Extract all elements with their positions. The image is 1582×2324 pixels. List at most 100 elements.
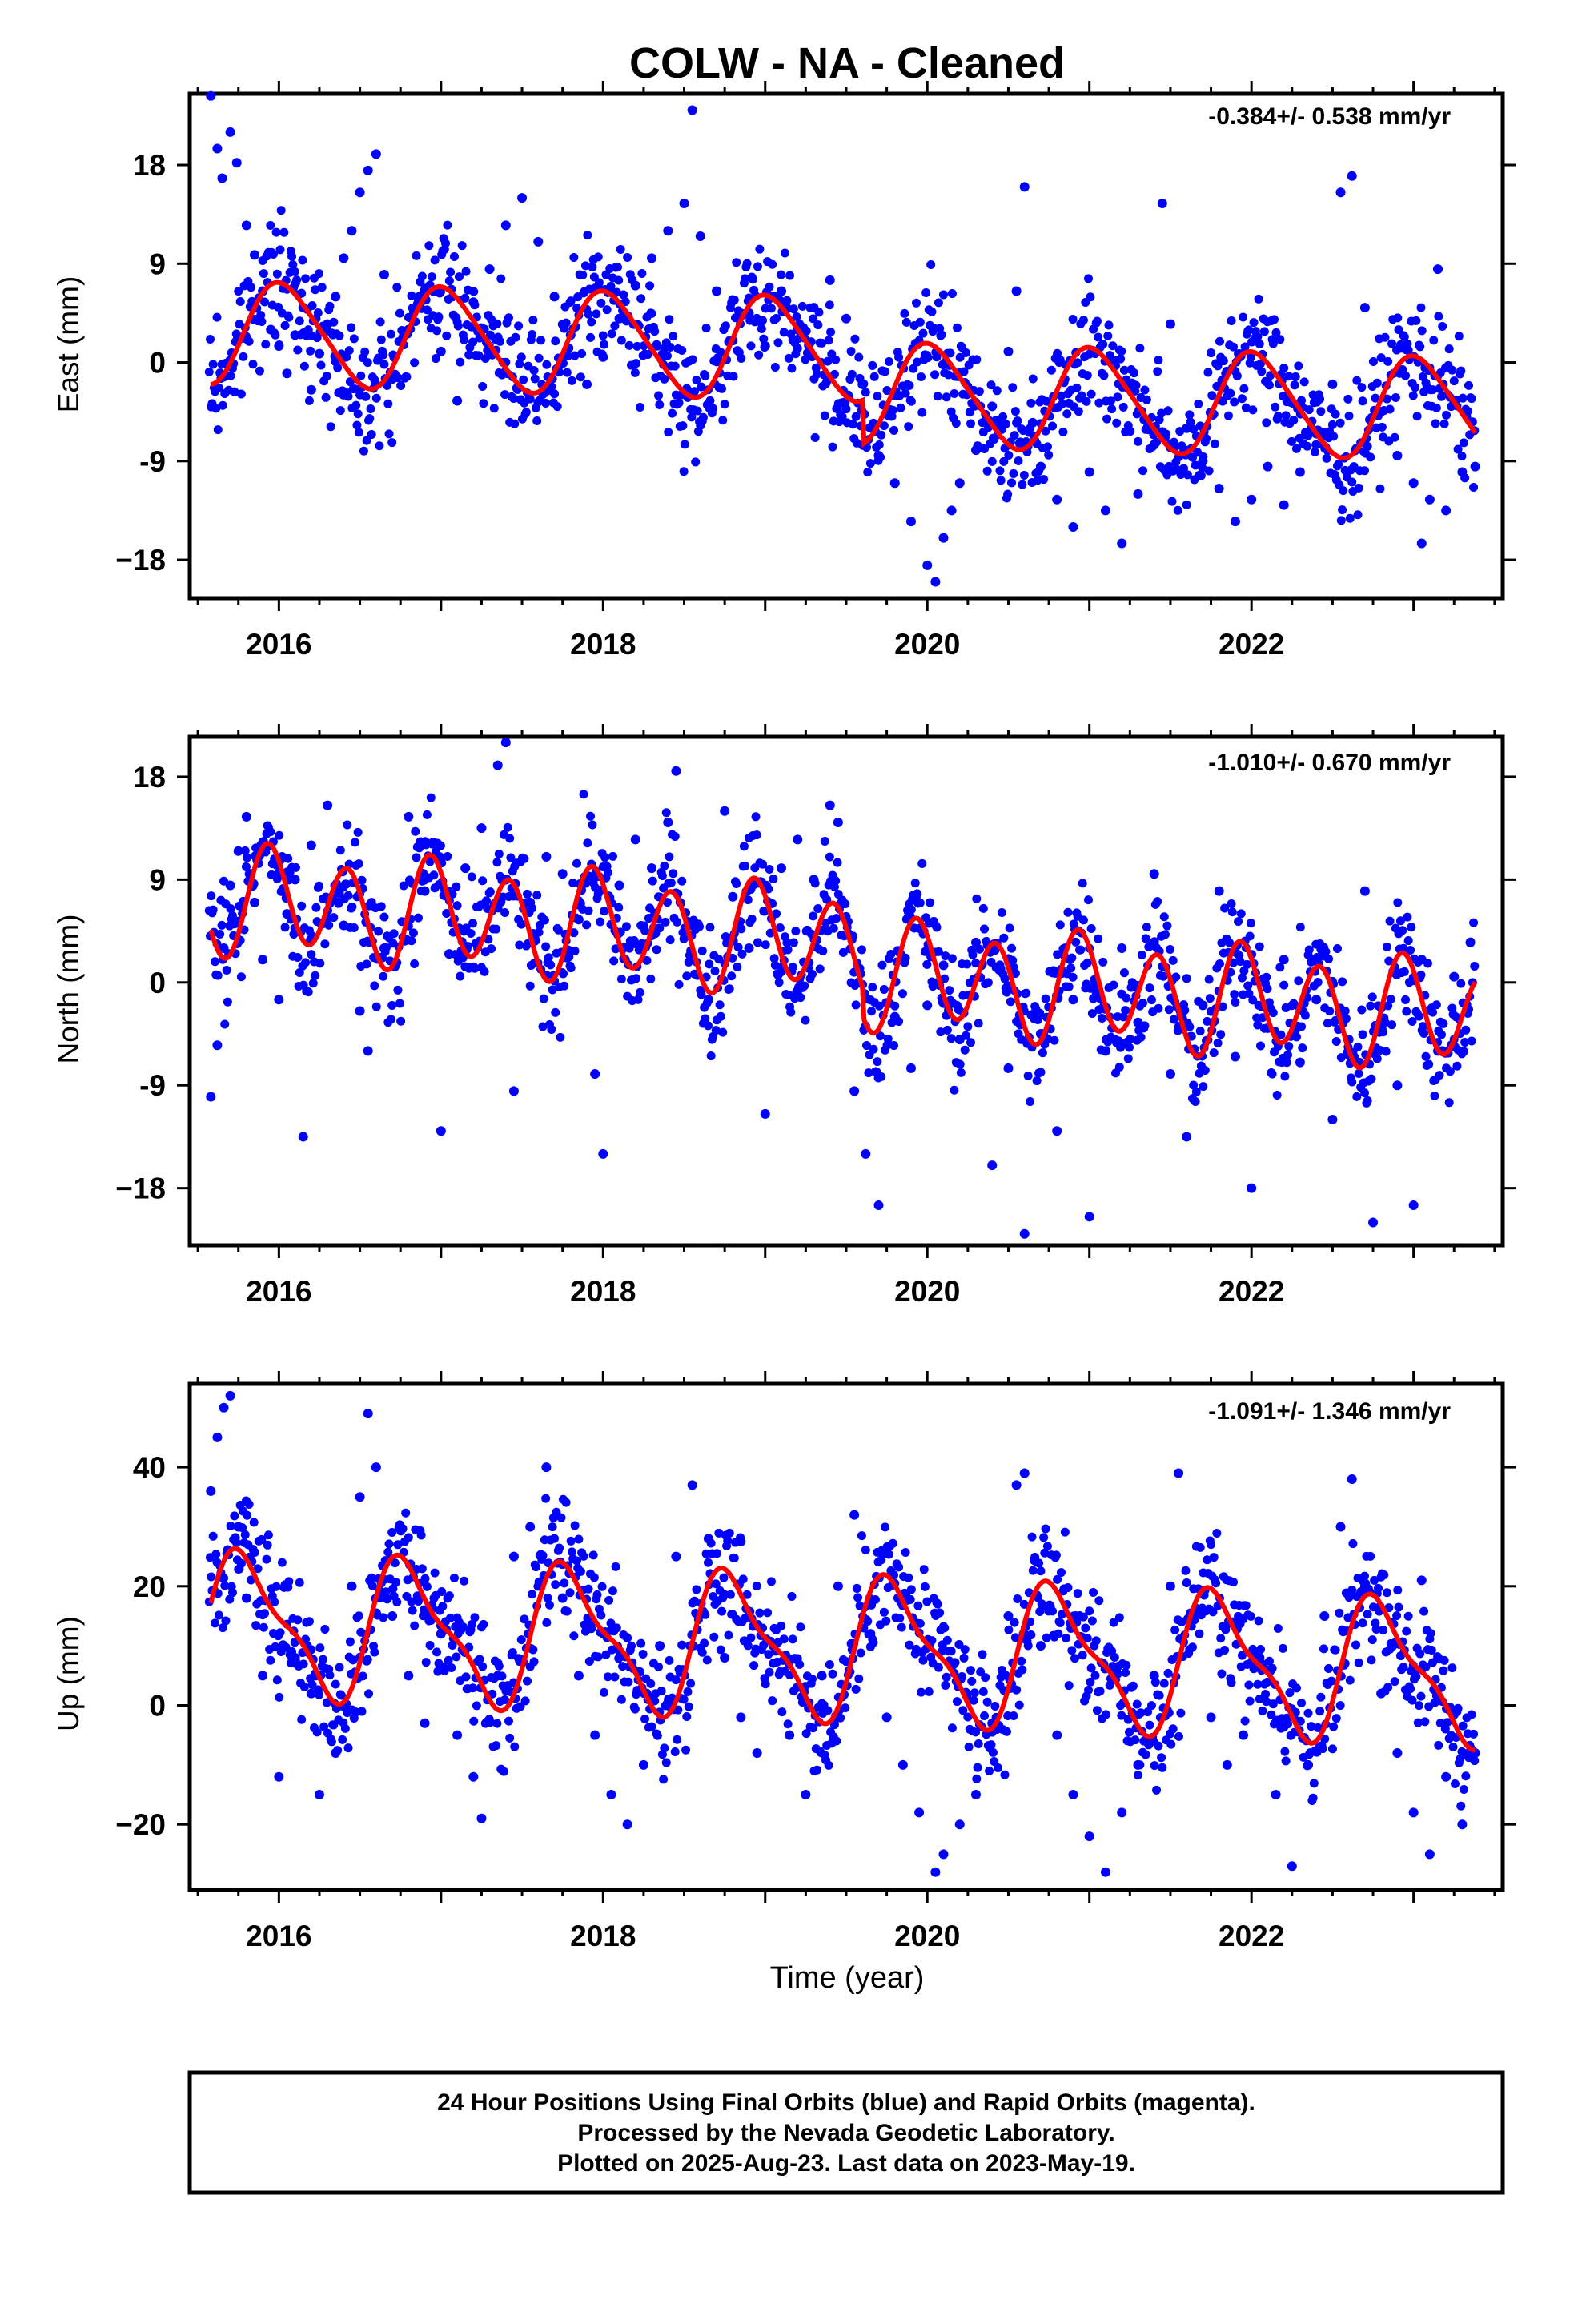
north-data-point xyxy=(374,927,383,936)
east-data-point xyxy=(754,350,764,360)
up-data-point xyxy=(1319,1610,1330,1621)
up-data-point xyxy=(1281,1756,1291,1766)
east-data-point xyxy=(1118,402,1128,412)
up-data-point xyxy=(425,1640,435,1650)
east-data-point xyxy=(1117,538,1127,549)
east-data-point xyxy=(577,349,587,359)
north-data-point xyxy=(961,1031,970,1040)
north-data-point xyxy=(737,949,747,959)
up-data-point xyxy=(500,1695,510,1705)
up-data-point xyxy=(208,1531,218,1541)
up-data-point xyxy=(978,1687,988,1696)
east-data-point xyxy=(1001,419,1010,428)
up-data-point xyxy=(1316,1692,1326,1702)
up-data-point xyxy=(1393,1586,1403,1595)
up-data-point xyxy=(1420,1717,1430,1727)
up-data-point xyxy=(1100,1867,1110,1877)
east-data-point xyxy=(492,319,502,328)
north-data-point xyxy=(662,898,672,907)
north-data-point xyxy=(1392,1080,1403,1091)
east-data-point xyxy=(1347,477,1357,487)
east-data-point xyxy=(1411,316,1421,325)
east-data-point xyxy=(1010,431,1019,440)
up-data-point xyxy=(973,1763,982,1772)
north-x-tick-label: 2020 xyxy=(894,1275,960,1308)
north-data-point xyxy=(791,927,801,936)
north-data-point xyxy=(240,846,250,855)
north-data-point xyxy=(831,876,841,886)
north-data-point xyxy=(582,920,592,930)
east-data-point xyxy=(596,298,606,308)
north-data-point xyxy=(813,904,823,914)
north-data-point xyxy=(851,1000,861,1010)
east-data-point xyxy=(1034,467,1044,476)
up-data-point xyxy=(277,1558,287,1567)
north-data-point xyxy=(777,863,787,874)
north-data-point xyxy=(608,851,617,861)
north-data-point xyxy=(956,1068,966,1077)
east-data-point xyxy=(623,253,632,263)
north-data-point xyxy=(999,933,1009,943)
up-data-point xyxy=(1101,1710,1110,1719)
north-data-point xyxy=(1137,951,1146,960)
up-data-point xyxy=(367,1573,376,1582)
east-data-point xyxy=(901,317,911,327)
north-data-point xyxy=(940,974,950,983)
east-data-point xyxy=(859,379,869,388)
north-data-point xyxy=(915,898,925,907)
up-data-point xyxy=(768,1696,777,1706)
north-data-point xyxy=(227,911,237,920)
east-data-point xyxy=(1392,450,1403,460)
north-data-point xyxy=(500,738,511,748)
east-data-point xyxy=(930,577,941,587)
north-data-point xyxy=(1182,974,1191,983)
east-data-point xyxy=(1322,453,1331,463)
east-data-point xyxy=(325,301,335,311)
up-data-point xyxy=(275,1628,285,1638)
north-data-point xyxy=(492,924,501,934)
east-data-point xyxy=(955,352,965,362)
east-data-point xyxy=(746,341,756,351)
up-data-point xyxy=(528,1645,538,1655)
east-data-point xyxy=(1182,500,1191,509)
east-scatter-series xyxy=(204,90,1480,587)
north-y-tick-label: 0 xyxy=(149,967,166,999)
up-data-point xyxy=(1408,1807,1419,1818)
east-data-point xyxy=(392,283,402,292)
east-data-point xyxy=(1247,494,1257,505)
north-data-point xyxy=(1431,1000,1441,1010)
east-data-point xyxy=(942,392,951,402)
east-data-point xyxy=(1182,470,1192,480)
north-data-point xyxy=(648,876,657,886)
east-data-point xyxy=(1230,397,1239,407)
up-data-point xyxy=(1042,1633,1051,1642)
up-data-point xyxy=(801,1729,811,1739)
east-data-point xyxy=(566,296,576,306)
north-data-point xyxy=(815,964,825,974)
north-data-point xyxy=(505,834,515,843)
east-data-point xyxy=(271,330,280,340)
east-data-point xyxy=(630,368,640,377)
north-data-point xyxy=(674,979,684,989)
east-data-point xyxy=(443,220,452,230)
east-data-point xyxy=(877,430,886,440)
north-data-point xyxy=(1126,1034,1135,1043)
up-x-tick-label: 2018 xyxy=(570,1920,636,1952)
up-data-point xyxy=(1367,1655,1376,1665)
east-data-point xyxy=(288,259,298,269)
north-data-point xyxy=(1424,1059,1434,1069)
up-data-point xyxy=(660,1743,669,1753)
east-data-point xyxy=(1019,470,1029,480)
north-data-point xyxy=(500,908,510,918)
up-data-point xyxy=(684,1702,693,1711)
north-data-point xyxy=(1033,1015,1042,1025)
east-data-point xyxy=(297,288,307,298)
up-data-point xyxy=(764,1650,773,1659)
north-data-point xyxy=(1436,1030,1446,1039)
north-data-point xyxy=(1366,1001,1375,1011)
up-data-point xyxy=(1239,1730,1249,1740)
up-data-point xyxy=(1303,1708,1313,1718)
north-data-point xyxy=(429,870,439,880)
up-data-point xyxy=(828,1669,837,1679)
east-data-point xyxy=(478,381,488,391)
